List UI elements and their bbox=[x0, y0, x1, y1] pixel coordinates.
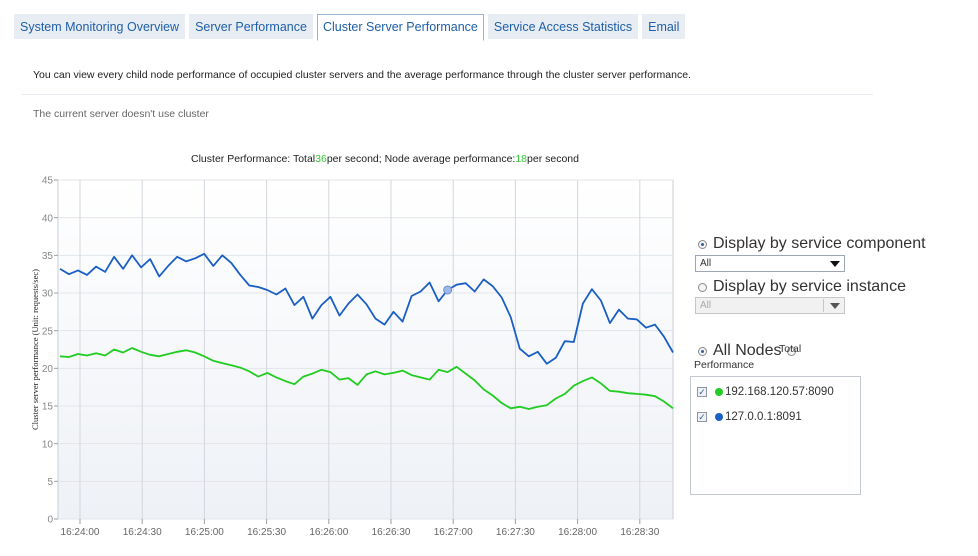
display-by-component-option[interactable]: Display by service component bbox=[698, 235, 926, 253]
x-tick-label: 16:27:30 bbox=[496, 527, 535, 538]
chart-title-prefix: Cluster Performance: Total bbox=[191, 153, 316, 165]
all-nodes-label: All Nodes bbox=[713, 342, 782, 359]
node-label: 192.168.120.57:8090 bbox=[725, 386, 834, 398]
node-label: 127.0.0.1:8091 bbox=[725, 411, 802, 423]
y-axis-label: Cluster server performance (Unit: reques… bbox=[30, 269, 40, 430]
display-by-component-radio[interactable] bbox=[698, 239, 707, 249]
display-by-instance-label: Display by service instance bbox=[713, 278, 906, 295]
chevron-down-icon bbox=[830, 261, 840, 267]
y-tick-label: 20 bbox=[42, 364, 54, 375]
select-divider bbox=[823, 299, 824, 312]
total-performance-label: Total Performance bbox=[694, 343, 802, 371]
y-tick-label: 35 bbox=[42, 251, 54, 262]
y-tick-label: 15 bbox=[42, 402, 54, 413]
plot-area bbox=[57, 179, 674, 520]
y-tick-label: 30 bbox=[42, 289, 54, 300]
y-tick-label: 45 bbox=[42, 176, 54, 187]
x-tick-label: 16:24:00 bbox=[61, 527, 100, 538]
chart-title: Cluster Performance: Total36per second; … bbox=[0, 153, 770, 165]
chart-title-suffix: per second bbox=[527, 153, 579, 165]
total-performance-radio[interactable] bbox=[787, 346, 797, 356]
all-nodes-option[interactable]: All Nodes bbox=[698, 342, 802, 360]
y-tick-label: 10 bbox=[42, 439, 54, 450]
component-select-value: All bbox=[700, 258, 712, 269]
node-item[interactable]: ✓ 127.0.0.1:8091 bbox=[697, 411, 802, 423]
tab-server-performance[interactable]: Server Performance bbox=[189, 14, 313, 39]
tab-bar: System Monitoring Overview Server Perfor… bbox=[14, 14, 689, 41]
divider bbox=[22, 94, 873, 95]
cluster-performance-chart: 0 5 10 15 20 25 30 35 40 45 16:24:00 16:24:30 16:25:… bbox=[30, 176, 674, 538]
tab-cluster-server-performance[interactable]: Cluster Server Performance bbox=[316, 14, 484, 41]
tab-system-monitoring-overview[interactable]: System Monitoring Overview bbox=[14, 14, 186, 39]
tab-service-access-statistics[interactable]: Service Access Statistics bbox=[487, 14, 639, 39]
node-color-dot bbox=[715, 413, 723, 421]
node-checkbox[interactable]: ✓ bbox=[697, 387, 707, 397]
x-tick-label: 16:25:00 bbox=[185, 527, 224, 538]
node-item[interactable]: ✓ 192.168.120.57:8090 bbox=[697, 386, 834, 398]
x-tick-label: 16:25:30 bbox=[247, 527, 286, 538]
tab-email[interactable]: Email bbox=[642, 14, 686, 39]
x-tick-label: 16:28:00 bbox=[558, 527, 597, 538]
nodes-list: ✓ 192.168.120.57:8090 ✓ 127.0.0.1:8091 bbox=[690, 376, 861, 495]
total-performance-value: 36 bbox=[315, 153, 327, 165]
node-color-dot bbox=[715, 388, 723, 396]
component-select[interactable]: All bbox=[695, 255, 845, 272]
cluster-status-note: The current server doesn't use cluster bbox=[33, 108, 209, 120]
x-tick-label: 16:26:00 bbox=[309, 527, 348, 538]
x-tick-label: 16:26:30 bbox=[372, 527, 411, 538]
display-by-instance-option[interactable]: Display by service instance bbox=[698, 278, 906, 296]
y-tick-label: 25 bbox=[42, 326, 54, 337]
all-nodes-radio[interactable] bbox=[698, 346, 707, 356]
average-performance-value: 18 bbox=[515, 153, 528, 165]
x-tick-label: 16:28:30 bbox=[620, 527, 659, 538]
chart-title-middle: per second; Node average performance: bbox=[326, 153, 516, 165]
page-description: You can view every child node performanc… bbox=[33, 69, 691, 81]
instance-select[interactable]: All bbox=[695, 297, 845, 314]
display-by-component-label: Display by service component bbox=[713, 235, 926, 252]
display-by-instance-radio[interactable] bbox=[698, 282, 707, 292]
x-tick-label: 16:27:00 bbox=[434, 527, 473, 538]
instance-select-value: All bbox=[700, 300, 712, 311]
hover-marker bbox=[443, 285, 453, 295]
series-line-node-8090 bbox=[59, 347, 674, 410]
x-tick-label: 16:24:30 bbox=[123, 527, 162, 538]
y-tick-label: 5 bbox=[47, 477, 53, 488]
node-checkbox[interactable]: ✓ bbox=[697, 412, 707, 422]
y-tick-label: 40 bbox=[42, 213, 54, 224]
series-line-node-8091 bbox=[59, 252, 674, 365]
chevron-down-icon bbox=[830, 303, 840, 309]
y-tick-label: 0 bbox=[47, 515, 53, 526]
